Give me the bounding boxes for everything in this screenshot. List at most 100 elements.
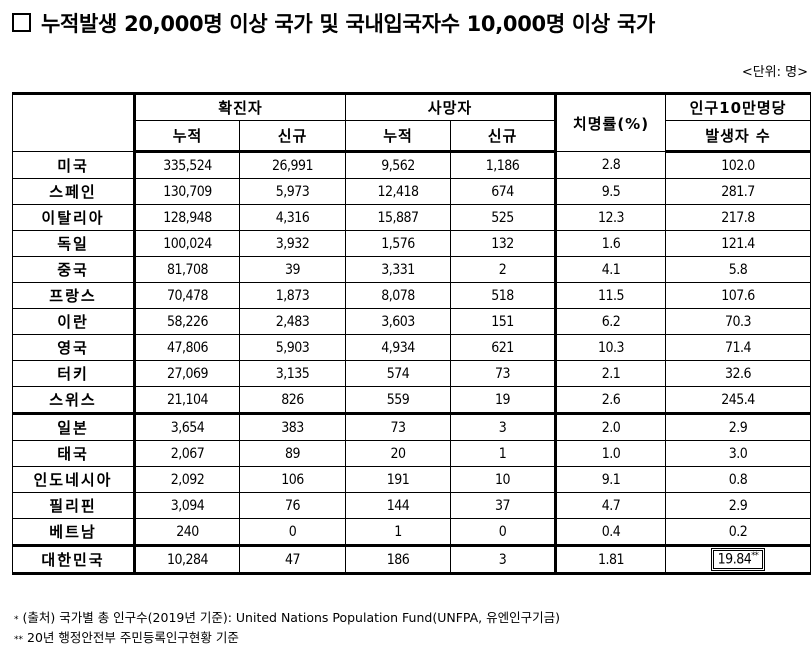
country-cell: 이란 [12, 308, 136, 335]
country-cell: 일본 [12, 412, 136, 441]
cell-c-cum: 128,948 [134, 204, 240, 231]
table-row: 중국 81,708 39 3,331 2 4.1 5.8 [12, 256, 811, 283]
country-cell: 인도네시아 [12, 466, 136, 493]
cell-c-cum: 3,654 [134, 412, 240, 441]
cell-cfr: 2.1 [554, 360, 666, 387]
cell-per100k: 121.4 [665, 230, 811, 257]
cell-c-new: 76 [239, 492, 346, 519]
cell-c-new: 47 [239, 544, 346, 575]
cell-cfr: 9.1 [554, 466, 666, 493]
cell-d-cum: 73 [345, 412, 451, 441]
cell-c-new: 0 [239, 518, 346, 546]
country-cell: 필리핀 [12, 492, 136, 519]
cell-d-new: 19 [450, 386, 556, 414]
cell-c-cum: 81,708 [134, 256, 240, 283]
cell-cfr: 11.5 [554, 282, 666, 309]
cell-cfr: 12.3 [554, 204, 666, 231]
cell-d-new: 518 [450, 282, 556, 309]
cell-c-cum: 27,069 [134, 360, 240, 387]
checkbox-square-icon [12, 13, 31, 32]
header-confirmed-new: 신규 [239, 120, 346, 153]
country-cell: 대한민국 [12, 544, 136, 575]
cell-c-new: 383 [239, 412, 346, 441]
cell-d-new: 1,186 [450, 151, 556, 179]
footnote-marker: ** [751, 551, 759, 562]
cell-c-cum: 2,067 [134, 440, 240, 467]
cell-per100k: 5.8 [665, 256, 811, 283]
cell-c-cum: 130,709 [134, 178, 240, 205]
country-cell: 이탈리아 [12, 204, 136, 231]
cell-d-cum: 12,418 [345, 178, 451, 205]
header-confirmed-cumulative: 누적 [134, 120, 240, 153]
country-cell: 베트남 [12, 518, 136, 546]
cell-c-new: 3,135 [239, 360, 346, 387]
country-cell: 중국 [12, 256, 136, 283]
cell-d-cum: 9,562 [345, 151, 451, 179]
table-row: 프랑스 70,478 1,873 8,078 518 11.5 107.6 [12, 282, 811, 309]
per100k-value: 19.84 [717, 551, 752, 568]
cell-d-cum: 191 [345, 466, 451, 493]
table-row: 터키 27,069 3,135 574 73 2.1 32.6 [12, 360, 811, 387]
cell-per100k: 19.84** [665, 544, 811, 575]
cell-cfr: 4.7 [554, 492, 666, 519]
cell-cfr: 2.6 [554, 386, 666, 414]
cell-cfr: 2.8 [554, 151, 666, 179]
table-row: 인도네시아 2,092 106 191 10 9.1 0.8 [12, 466, 811, 493]
highlight-box: 19.84** [710, 548, 766, 571]
cell-c-new: 5,973 [239, 178, 346, 205]
cell-per100k: 245.4 [665, 386, 811, 414]
cell-d-new: 674 [450, 178, 556, 205]
country-cell: 스위스 [12, 386, 136, 414]
cell-per100k: 281.7 [665, 178, 811, 205]
cell-c-new: 106 [239, 466, 346, 493]
cell-cfr: 10.3 [554, 334, 666, 361]
table-row: 스페인 130,709 5,973 12,418 674 9.5 281.7 [12, 178, 811, 205]
cell-d-new: 151 [450, 308, 556, 335]
header-cfr: 치명률(%) [554, 93, 666, 152]
cell-c-cum: 240 [134, 518, 240, 546]
table-row: 일본 3,654 383 73 3 2.0 2.9 [12, 412, 811, 441]
footnote-source: * (출처) 국가별 총 인구수(2019년 기준): United Nation… [14, 610, 560, 625]
cell-c-new: 26,991 [239, 151, 346, 179]
table-row: 스위스 21,104 826 559 19 2.6 245.4 [12, 386, 811, 414]
cell-per100k: 32.6 [665, 360, 811, 387]
cell-c-new: 89 [239, 440, 346, 467]
unit-note: <단위: 명> [741, 65, 808, 80]
cell-per100k: 3.0 [665, 440, 811, 467]
cell-per100k: 71.4 [665, 334, 811, 361]
cell-d-new: 621 [450, 334, 556, 361]
cell-d-cum: 20 [345, 440, 451, 467]
cell-cfr: 6.2 [554, 308, 666, 335]
covid-country-table: 확진자 사망자 치명률(%) 인구10만명당 누적 신규 누적 신규 발생자 수… [12, 92, 811, 575]
cell-d-cum: 574 [345, 360, 451, 387]
country-cell: 태국 [12, 440, 136, 467]
cell-per100k: 217.8 [665, 204, 811, 231]
cell-c-cum: 47,806 [134, 334, 240, 361]
cell-d-new: 3 [450, 412, 556, 441]
table-row: 필리핀 3,094 76 144 37 4.7 2.9 [12, 492, 811, 519]
table-row: 이란 58,226 2,483 3,603 151 6.2 70.3 [12, 308, 811, 335]
cell-d-new: 73 [450, 360, 556, 387]
cell-c-cum: 100,024 [134, 230, 240, 257]
cell-c-cum: 3,094 [134, 492, 240, 519]
cell-c-cum: 70,478 [134, 282, 240, 309]
cell-c-new: 39 [239, 256, 346, 283]
header-per100k-line2: 발생자 수 [665, 120, 811, 153]
cell-d-cum: 186 [345, 544, 451, 575]
cell-d-cum: 8,078 [345, 282, 451, 309]
header-deaths-cumulative: 누적 [345, 120, 451, 153]
cell-cfr: 1.6 [554, 230, 666, 257]
cell-cfr: 1.0 [554, 440, 666, 467]
country-cell: 영국 [12, 334, 136, 361]
cell-cfr: 4.1 [554, 256, 666, 283]
table-row: 베트남 240 0 1 0 0.4 0.2 [12, 518, 811, 546]
cell-c-cum: 2,092 [134, 466, 240, 493]
cell-c-cum: 335,524 [134, 151, 240, 179]
cell-d-cum: 3,331 [345, 256, 451, 283]
cell-d-cum: 3,603 [345, 308, 451, 335]
cell-d-new: 525 [450, 204, 556, 231]
table-body: 미국 335,524 26,991 9,562 1,186 2.8 102.0 스페인 130,… [12, 151, 811, 575]
cell-d-new: 10 [450, 466, 556, 493]
header-deaths: 사망자 [345, 93, 556, 121]
document-title: 누적발생 20,000명 이상 국가 및 국내입국자수 10,000명 이상 국… [12, 8, 655, 38]
